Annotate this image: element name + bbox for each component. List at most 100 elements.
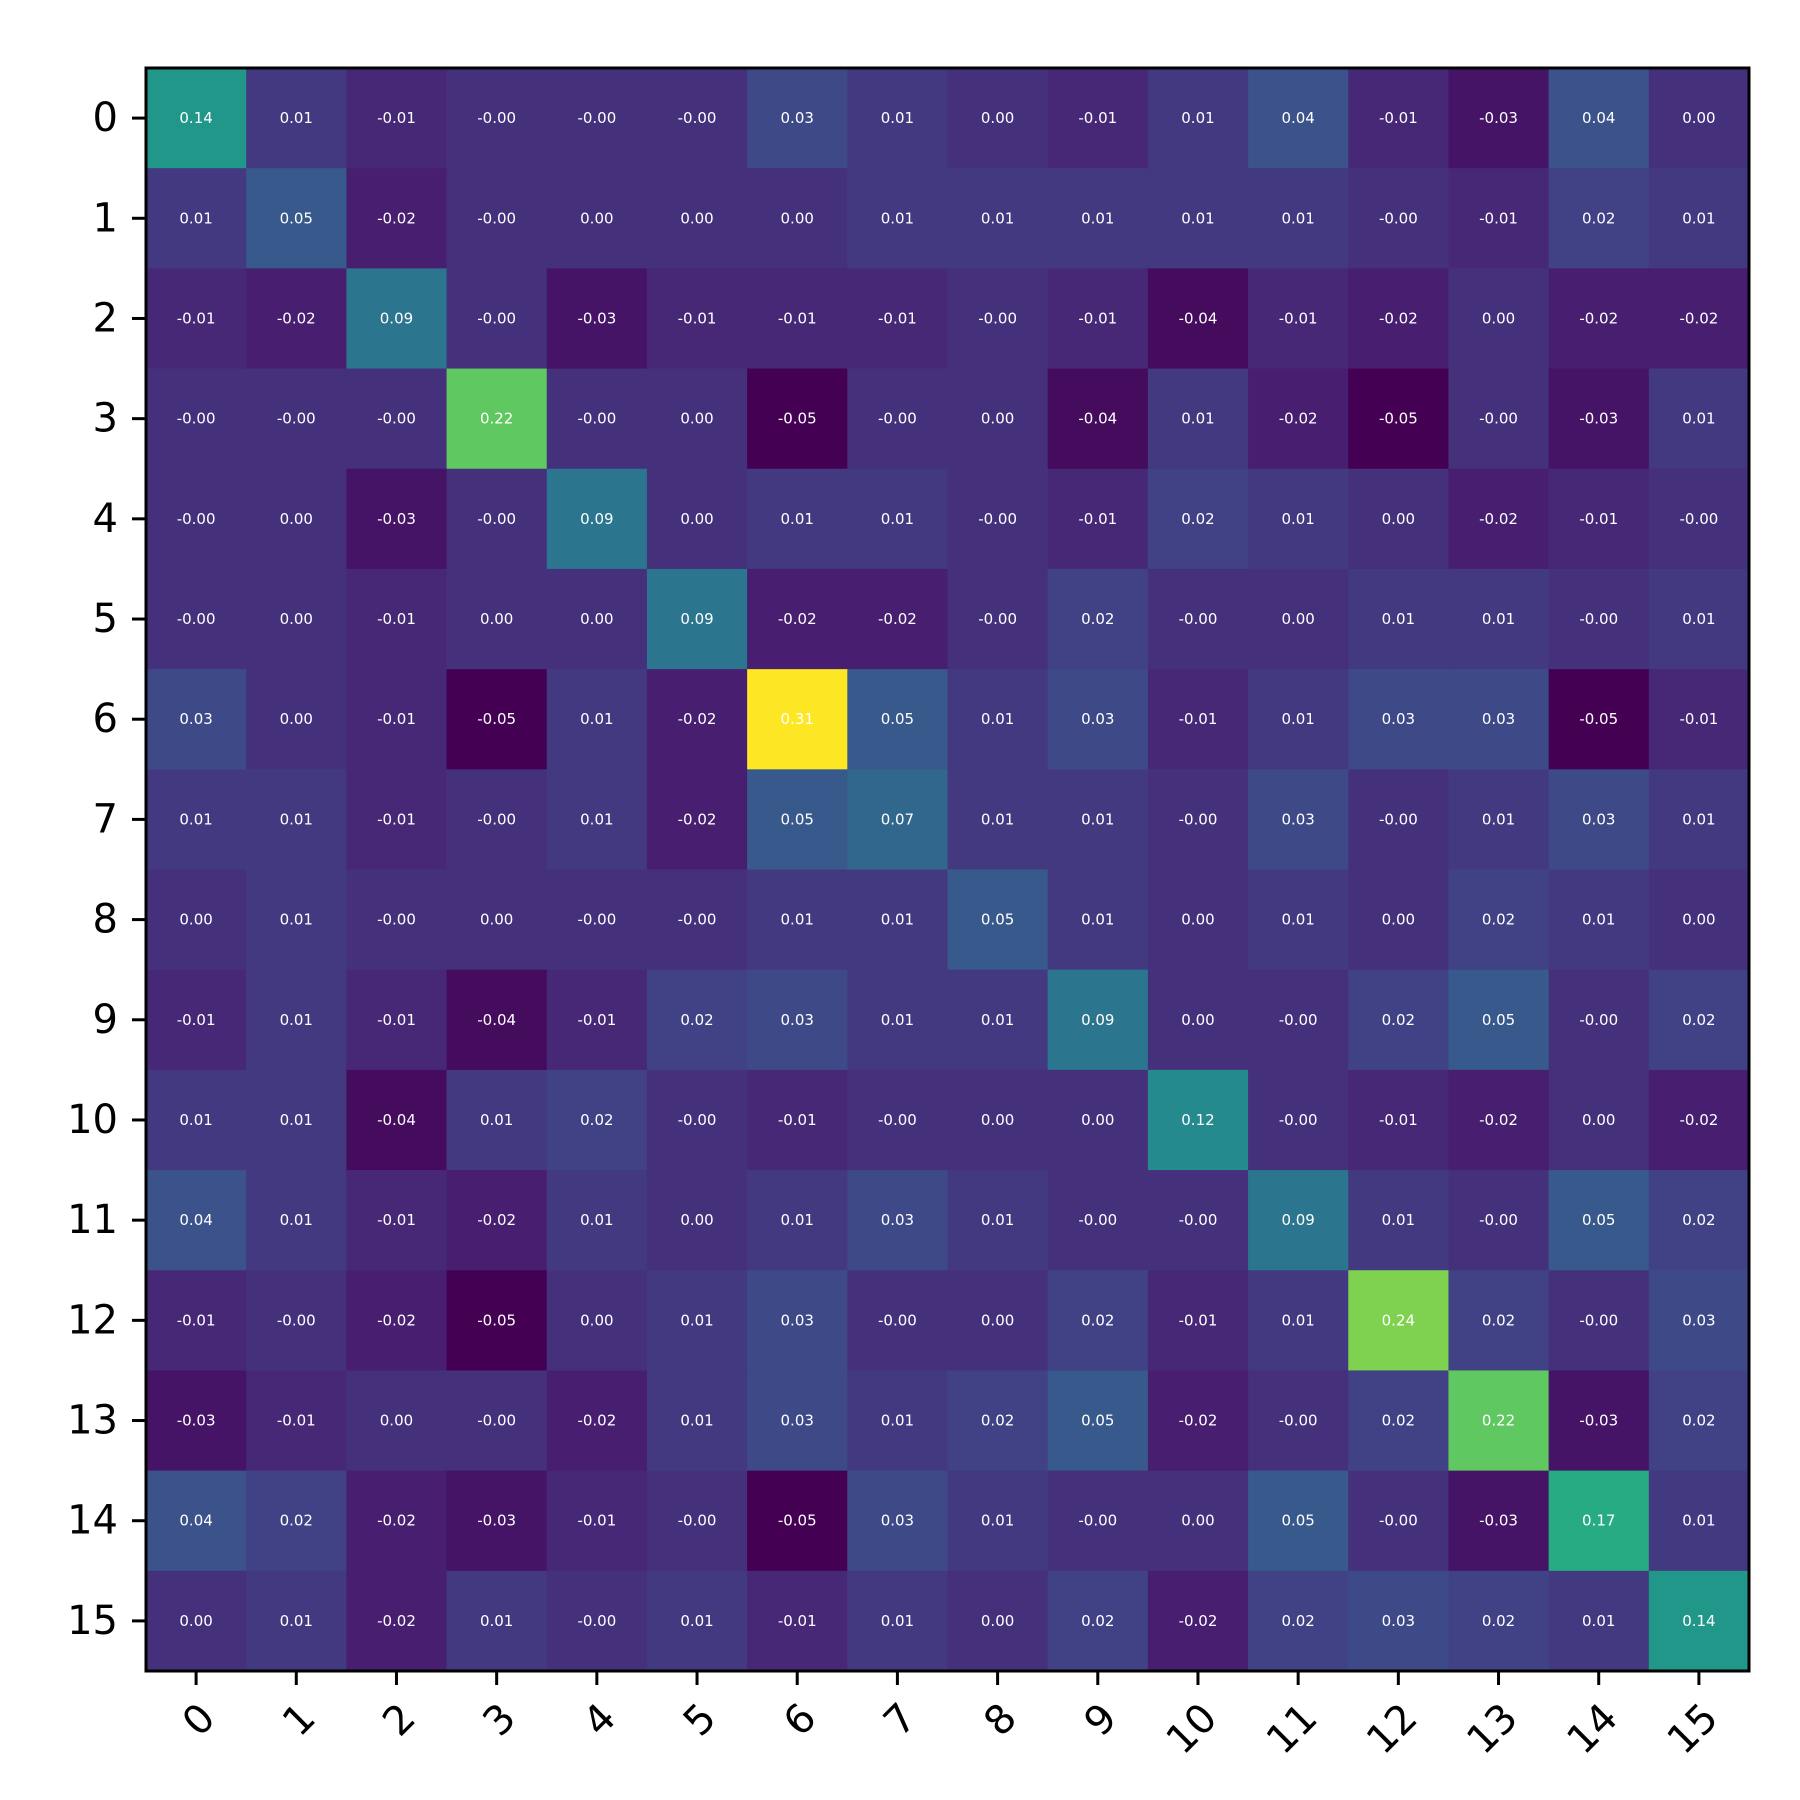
heatmap-cell-r1-c4 xyxy=(546,168,648,269)
cell-value-label: 0.01 xyxy=(881,1612,914,1630)
cell-value-label: 0.14 xyxy=(179,109,212,127)
cell-value-label: -0.02 xyxy=(678,710,717,728)
cell-value-label: 0.05 xyxy=(1582,1211,1615,1229)
heatmap-cell-r1-c10 xyxy=(1147,168,1249,269)
y-tick-label: 11 xyxy=(67,1197,118,1243)
heatmap-cell-r3-c6 xyxy=(747,368,848,470)
heatmap-cell-r12-c0 xyxy=(146,1270,247,1371)
cell-value-label: 0.09 xyxy=(580,510,613,528)
heatmap-cell-r3-c7 xyxy=(847,368,948,470)
cell-value-label: 0.00 xyxy=(480,911,513,929)
cell-value-label: 0.01 xyxy=(1281,1311,1314,1329)
cell-value-label: 0.03 xyxy=(781,109,814,127)
heatmap-cell-r0-c13 xyxy=(1448,68,1550,169)
heatmap-cell-r8-c0 xyxy=(146,869,247,971)
heatmap-cell-r6-c0 xyxy=(146,669,247,770)
heatmap-cell-r7-c4 xyxy=(546,769,648,870)
heatmap-cell-r5-c11 xyxy=(1248,568,1349,670)
heatmap-cell-r7-c10 xyxy=(1147,769,1249,870)
x-tick-label: 7 xyxy=(875,1695,926,1746)
y-tick-label: 0 xyxy=(93,95,118,141)
cell-value-label: 0.00 xyxy=(680,209,713,227)
heatmap-cell-r0-c14 xyxy=(1548,68,1650,169)
heatmap-cell-r8-c12 xyxy=(1348,869,1449,971)
heatmap-cell-r9-c15 xyxy=(1648,969,1750,1071)
y-tick-label: 3 xyxy=(93,396,118,442)
cell-value-label: 0.03 xyxy=(1081,710,1114,728)
cell-value-label: 0.01 xyxy=(580,810,613,828)
cell-value-label: 0.00 xyxy=(1482,309,1515,327)
cell-value-label: 0.00 xyxy=(480,610,513,628)
heatmap-cell-r10-c8 xyxy=(947,1069,1049,1171)
heatmap-cell-r7-c11 xyxy=(1248,769,1349,870)
cell-value-label: -0.01 xyxy=(577,1011,616,1029)
heatmap-cell-r12-c1 xyxy=(246,1270,347,1371)
heatmap-cell-r15-c12 xyxy=(1348,1570,1449,1672)
cell-value-label: -0.02 xyxy=(1279,410,1318,428)
cell-value-label: 0.02 xyxy=(1582,209,1615,227)
heatmap-cell-r3-c15 xyxy=(1648,368,1750,470)
heatmap-cell-r5-c4 xyxy=(546,568,648,670)
y-tick-label: 5 xyxy=(93,596,118,642)
cell-value-label: 0.05 xyxy=(981,911,1014,929)
heatmap-cell-r4-c13 xyxy=(1448,468,1550,570)
cell-value-label: -0.02 xyxy=(878,610,917,628)
heatmap-cell-r6-c14 xyxy=(1548,669,1650,770)
cell-value-label: -0.00 xyxy=(878,1311,917,1329)
cell-value-label: 0.02 xyxy=(580,1111,613,1129)
heatmap-cell-r4-c1 xyxy=(246,468,347,570)
cell-value-label: -0.00 xyxy=(678,1512,717,1530)
heatmap-cell-r2-c3 xyxy=(446,268,548,370)
cell-value-label: -0.01 xyxy=(577,1512,616,1530)
heatmap-cell-r5-c9 xyxy=(1047,568,1149,670)
heatmap-cell-r3-c1 xyxy=(246,368,347,470)
y-tick-label: 4 xyxy=(93,496,118,542)
cell-value-label: -0.03 xyxy=(1479,1512,1518,1530)
heatmap-cell-r12-c11 xyxy=(1248,1270,1349,1371)
cell-value-label: -0.03 xyxy=(177,1412,216,1430)
x-tick-label: 2 xyxy=(374,1695,425,1746)
heatmap-cell-r7-c7 xyxy=(847,769,948,870)
heatmap-cell-r12-c12 xyxy=(1348,1270,1449,1371)
heatmap-cell-r13-c9 xyxy=(1047,1370,1149,1472)
cell-value-label: -0.01 xyxy=(377,1011,416,1029)
x-tick-label: 10 xyxy=(1158,1695,1227,1764)
cell-value-label: 0.02 xyxy=(1482,1311,1515,1329)
cell-value-label: -0.05 xyxy=(1579,710,1618,728)
cell-value-label: 0.09 xyxy=(1081,1011,1114,1029)
heatmap-cell-r2-c1 xyxy=(246,268,347,370)
heatmap-cell-r1-c13 xyxy=(1448,168,1550,269)
heatmap-cell-r8-c8 xyxy=(947,869,1049,971)
heatmap-cell-r9-c14 xyxy=(1548,969,1650,1071)
cell-value-label: 0.09 xyxy=(1281,1211,1314,1229)
heatmap-cell-r8-c5 xyxy=(646,869,748,971)
cell-value-label: 0.00 xyxy=(280,610,313,628)
cell-value-label: 0.00 xyxy=(580,610,613,628)
cell-value-label: -0.00 xyxy=(878,410,917,428)
cell-value-label: 0.12 xyxy=(1181,1111,1214,1129)
cell-value-label: 0.01 xyxy=(680,1412,713,1430)
heatmap-cells xyxy=(146,68,1750,1672)
heatmap-cell-r10-c5 xyxy=(646,1069,748,1171)
cell-value-label: 0.03 xyxy=(1382,1612,1415,1630)
cell-value-label: 0.07 xyxy=(881,810,914,828)
heatmap-cell-r0-c6 xyxy=(747,68,848,169)
cell-value-label: -0.00 xyxy=(1379,209,1418,227)
cell-value-label: 0.01 xyxy=(1181,109,1214,127)
heatmap-cell-r15-c2 xyxy=(346,1570,448,1672)
cell-value-label: -0.00 xyxy=(1379,810,1418,828)
cell-value-label: -0.02 xyxy=(778,610,817,628)
x-tick-label: 14 xyxy=(1558,1695,1627,1764)
heatmap-cell-r2-c7 xyxy=(847,268,948,370)
heatmap-cell-r10-c13 xyxy=(1448,1069,1550,1171)
cell-value-label: -0.00 xyxy=(277,410,316,428)
cell-value-label: 0.00 xyxy=(1682,109,1715,127)
heatmap-cell-r5-c10 xyxy=(1147,568,1249,670)
cell-value-label: -0.05 xyxy=(778,1512,817,1530)
heatmap-cell-r14-c5 xyxy=(646,1470,748,1572)
cell-value-label: 0.01 xyxy=(981,1512,1014,1530)
x-tick-label: 15 xyxy=(1659,1695,1728,1764)
heatmap-cell-r13-c14 xyxy=(1548,1370,1650,1472)
cell-value-label: -0.00 xyxy=(1379,1512,1418,1530)
cell-value-label: 0.01 xyxy=(179,209,212,227)
